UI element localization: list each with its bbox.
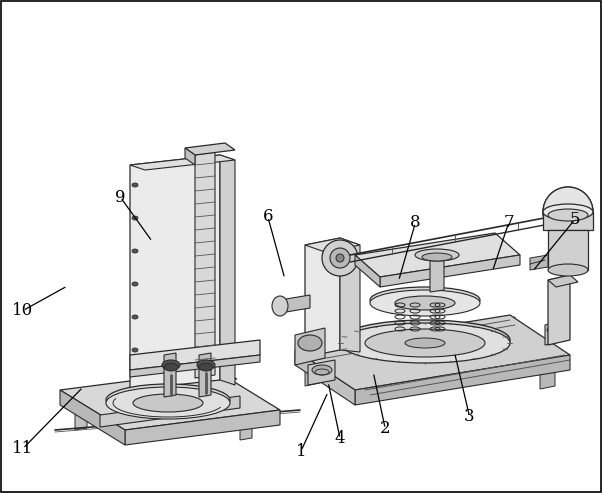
Polygon shape [240,406,252,440]
Ellipse shape [106,384,230,416]
Polygon shape [130,155,220,390]
Text: 7: 7 [503,214,514,231]
Ellipse shape [132,348,138,352]
Polygon shape [355,355,570,405]
Polygon shape [305,238,340,357]
Text: 3: 3 [464,408,475,425]
Text: 2: 2 [380,421,391,437]
Ellipse shape [395,296,455,310]
Polygon shape [125,410,280,445]
Polygon shape [295,328,325,365]
Ellipse shape [132,315,138,319]
Ellipse shape [370,287,480,313]
Polygon shape [295,315,570,390]
Ellipse shape [132,282,138,286]
Ellipse shape [543,187,593,237]
Text: 4: 4 [335,430,346,447]
Ellipse shape [298,335,322,351]
Polygon shape [185,143,235,155]
Text: 6: 6 [262,209,273,225]
Ellipse shape [548,209,588,221]
Text: 8: 8 [410,214,421,231]
Ellipse shape [336,254,344,262]
Polygon shape [543,212,593,230]
Ellipse shape [365,329,485,357]
Ellipse shape [340,320,510,360]
Polygon shape [355,255,380,287]
Ellipse shape [106,387,230,419]
Polygon shape [340,238,360,352]
Ellipse shape [548,264,588,276]
Polygon shape [215,373,237,381]
Text: 5: 5 [569,211,580,228]
Polygon shape [60,370,280,430]
Polygon shape [295,350,355,405]
Ellipse shape [132,183,138,187]
Ellipse shape [162,360,180,370]
Ellipse shape [132,249,138,253]
Polygon shape [380,255,520,287]
Polygon shape [75,396,87,430]
Polygon shape [75,396,97,404]
Polygon shape [185,148,195,165]
Polygon shape [308,360,335,385]
Polygon shape [500,317,515,351]
Ellipse shape [132,216,138,220]
Ellipse shape [322,240,358,276]
Polygon shape [385,337,400,371]
Text: 1: 1 [296,443,306,459]
Polygon shape [164,353,176,397]
Polygon shape [240,406,262,414]
Polygon shape [540,355,555,389]
Polygon shape [305,352,320,386]
Ellipse shape [543,187,593,237]
Polygon shape [280,295,310,313]
Ellipse shape [547,326,563,334]
Polygon shape [100,396,240,427]
Ellipse shape [543,204,593,220]
Polygon shape [130,386,152,394]
Text: 10: 10 [12,302,34,319]
Polygon shape [545,320,565,345]
Ellipse shape [312,365,332,375]
Polygon shape [60,390,125,445]
Polygon shape [215,373,227,407]
Ellipse shape [405,338,445,348]
Polygon shape [195,152,215,378]
Polygon shape [530,255,548,270]
Ellipse shape [330,248,350,268]
Text: 9: 9 [115,189,126,206]
Polygon shape [130,155,235,170]
Polygon shape [199,353,211,397]
Polygon shape [130,355,260,377]
Ellipse shape [199,363,213,371]
Polygon shape [548,230,588,270]
Ellipse shape [415,249,459,261]
Text: 11: 11 [12,440,34,457]
Polygon shape [130,340,260,370]
Ellipse shape [370,290,480,316]
Polygon shape [548,275,578,287]
Polygon shape [305,238,360,252]
Ellipse shape [197,360,215,370]
Ellipse shape [133,394,203,412]
Polygon shape [130,386,142,420]
Polygon shape [355,233,520,277]
Ellipse shape [422,253,452,261]
Polygon shape [548,275,570,345]
Ellipse shape [340,323,510,363]
Polygon shape [430,255,444,292]
Polygon shape [220,155,235,385]
Ellipse shape [272,296,288,316]
Ellipse shape [164,363,178,371]
